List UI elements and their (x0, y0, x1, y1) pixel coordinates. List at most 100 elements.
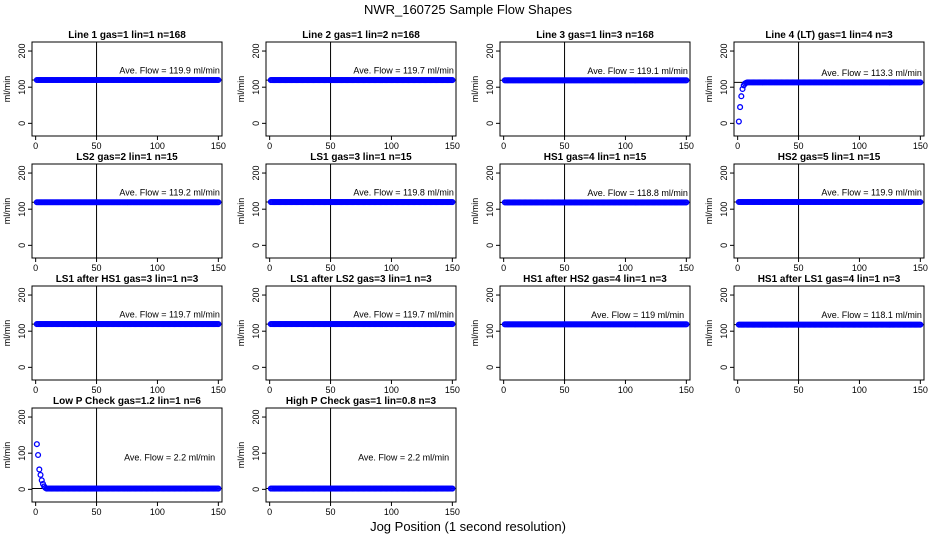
flow-annotation: Ave. Flow = 113.3 ml/min (821, 68, 921, 78)
x-tick-label: 100 (852, 385, 867, 395)
panel: Line 1 gas=1 lin=1 n=168 0 50 100 150 0 100 200… (2, 30, 226, 151)
x-tick-label: 50 (326, 507, 336, 517)
y-tick-label: 200 (719, 44, 729, 59)
data-point (735, 118, 742, 125)
panel: Line 3 gas=1 lin=3 n=168 0 50 100 150 0 100 200… (470, 30, 694, 151)
y-tick-label: 100 (17, 446, 27, 461)
y-axis-label: ml/min (2, 320, 12, 347)
chart-title: NWR_160725 Sample Flow Shapes (363, 2, 573, 17)
data-point (215, 485, 222, 492)
x-tick-label: 150 (445, 141, 460, 151)
plot-frame (31, 41, 223, 137)
plot-frame (499, 285, 691, 381)
panel-title: Line 3 gas=1 lin=3 n=168 (536, 30, 654, 41)
x-tick-label: 100 (384, 507, 399, 517)
y-tick-label: 200 (17, 288, 27, 303)
x-tick-label: 150 (211, 141, 226, 151)
data-point (738, 93, 745, 100)
y-tick-label: 100 (485, 80, 495, 95)
data-point (449, 321, 456, 328)
y-tick-label: 200 (251, 288, 261, 303)
y-tick-label: 0 (251, 487, 261, 492)
y-tick-label: 200 (485, 288, 495, 303)
x-tick-label: 50 (560, 263, 570, 273)
flow-annotation: Ave. Flow = 119.8 ml/min (353, 188, 453, 198)
y-axis-label: ml/min (236, 442, 246, 469)
y-axis-label: ml/min (470, 76, 480, 103)
x-tick-label: 150 (445, 263, 460, 273)
data-point (739, 85, 746, 93)
y-axis-label: ml/min (704, 198, 714, 225)
y-tick-label: 0 (719, 121, 729, 126)
panel: Line 2 gas=1 lin=2 n=168 0 50 100 150 0 100 200… (236, 30, 460, 151)
plot-frame (265, 163, 457, 259)
x-tick-label: 50 (326, 385, 336, 395)
x-tick-label: 100 (384, 385, 399, 395)
y-axis-label: ml/min (236, 76, 246, 103)
flow-annotation: Ave. Flow = 119 ml/min (591, 310, 684, 320)
panel-title: HS2 gas=5 lin=1 n=15 (778, 152, 881, 163)
x-tick-label: 0 (735, 263, 740, 273)
x-tick-label: 100 (852, 141, 867, 151)
data-point (737, 104, 744, 111)
y-tick-label: 0 (17, 487, 27, 492)
x-tick-label: 150 (913, 385, 928, 395)
x-tick-label: 50 (560, 141, 570, 151)
data-point (33, 441, 40, 448)
y-tick-label: 0 (719, 365, 729, 370)
y-axis-label: ml/min (2, 442, 12, 469)
y-tick-label: 0 (719, 243, 729, 248)
flow-annotation: Ave. Flow = 119.7 ml/min (353, 66, 453, 76)
y-tick-label: 0 (485, 365, 495, 370)
plot-frame (31, 285, 223, 381)
flow-annotation: Ave. Flow = 2.2 ml/min (124, 452, 215, 462)
panel-title: HS1 after LS1 gas=4 lin=1 n=3 (758, 274, 901, 285)
panel-title: Line 4 (LT) gas=1 lin=4 n=3 (765, 30, 893, 41)
y-tick-label: 200 (719, 288, 729, 303)
panel-title: HS1 gas=4 lin=1 n=15 (544, 152, 647, 163)
panel-title: Low P Check gas=1.2 lin=1 n=6 (53, 396, 201, 407)
y-tick-label: 0 (17, 121, 27, 126)
x-tick-label: 100 (150, 507, 165, 517)
data-point (37, 471, 44, 478)
x-tick-label: 50 (92, 263, 102, 273)
panel-title: LS2 gas=2 lin=1 n=15 (76, 152, 178, 163)
y-tick-label: 100 (719, 202, 729, 217)
plot-frame (499, 41, 691, 137)
plot-frame (265, 41, 457, 137)
y-tick-label: 100 (251, 446, 261, 461)
y-tick-label: 200 (251, 44, 261, 59)
x-tick-label: 150 (445, 385, 460, 395)
data-point (215, 321, 222, 328)
y-tick-label: 200 (719, 166, 729, 181)
y-axis-label: ml/min (704, 76, 714, 103)
plot-frame (733, 163, 925, 259)
x-tick-label: 0 (33, 507, 38, 517)
panel: LS1 gas=3 lin=1 n=15 0 50 100 150 0 100 200 ml/m… (236, 152, 460, 273)
y-tick-label: 100 (485, 324, 495, 339)
y-tick-label: 200 (251, 166, 261, 181)
y-tick-label: 0 (251, 243, 261, 248)
x-tick-label: 0 (267, 507, 272, 517)
data-point (36, 466, 43, 473)
data-point (215, 199, 222, 206)
y-tick-label: 0 (251, 121, 261, 126)
y-tick-label: 100 (719, 324, 729, 339)
y-tick-label: 0 (485, 243, 495, 248)
x-tick-label: 100 (384, 263, 399, 273)
flow-annotation: Ave. Flow = 119.7 ml/min (353, 310, 453, 320)
panel: LS1 after LS2 gas=3 lin=1 n=3 0 50 100 150 0 1… (236, 274, 460, 395)
data-point (917, 198, 924, 206)
x-tick-label: 150 (445, 507, 460, 517)
plot-frame (733, 41, 925, 137)
data-point (449, 198, 456, 206)
x-tick-label: 50 (92, 507, 102, 517)
plot-frame (733, 285, 925, 381)
x-tick-label: 0 (735, 141, 740, 151)
y-tick-label: 100 (251, 80, 261, 95)
x-tick-label: 0 (267, 263, 272, 273)
y-tick-label: 100 (251, 324, 261, 339)
y-tick-label: 100 (17, 80, 27, 95)
y-tick-label: 200 (485, 44, 495, 59)
panel: High P Check gas=1 lin=0.8 n=3 0 50 100 150 0… (236, 396, 460, 517)
